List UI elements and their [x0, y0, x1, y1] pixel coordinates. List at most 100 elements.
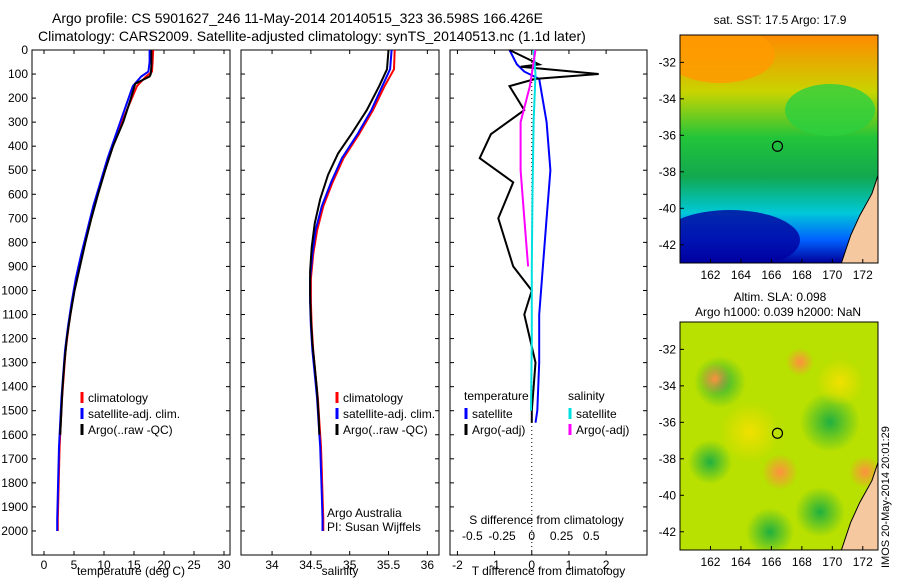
legend-group-title: temperature: [464, 389, 529, 403]
legend-label: satellite: [576, 407, 617, 421]
salinity-diff-tick-label: -0.25: [488, 529, 516, 543]
difference-xtick-label: 1: [566, 558, 573, 572]
salinity-diff-tick-label: 0.25: [550, 529, 574, 543]
depth-tick-label: 1600: [1, 428, 28, 442]
depth-tick-label: 1300: [1, 356, 28, 370]
depth-tick-label: 1000: [1, 283, 28, 297]
map-ytick-label: -38: [659, 165, 677, 179]
neutral-anomaly-patch: [816, 358, 864, 406]
depth-tick-label: 800: [8, 235, 28, 249]
depth-tick-label: 1200: [1, 332, 28, 346]
depth-tick-label: 2000: [1, 524, 28, 538]
annotation-pi: PI: Susan Wijffels: [327, 520, 421, 534]
depth-tick-label: 400: [8, 139, 28, 153]
temperature-xtick-label: 15: [127, 558, 141, 572]
difference-xlabel: T difference from climatology: [472, 564, 626, 578]
green-patch: [785, 84, 875, 136]
difference-plot-frame: [449, 49, 648, 556]
map-ytick-label: -42: [659, 525, 677, 539]
legend-label: climatology: [88, 391, 148, 405]
difference-xtick-label: 0: [528, 558, 535, 572]
depth-tick-label: 300: [8, 115, 28, 129]
temperature-xtick-label: 25: [187, 558, 201, 572]
temperature-xlabel: temperature (deg C): [77, 564, 185, 578]
salinity-xtick-label: 34: [265, 558, 279, 572]
sst_map-frame: [679, 34, 879, 264]
positive-anomaly-patch: [849, 456, 878, 488]
depth-tick-label: 1800: [1, 476, 28, 490]
series-line-salinity-argo-adj-: [519, 49, 537, 267]
map-xtick-label: 162: [700, 555, 720, 569]
temperature-xtick-label: 20: [157, 558, 171, 572]
sla-map-title: Altim. SLA: 0.098: [734, 290, 827, 304]
map-ytick-label: -38: [659, 452, 677, 466]
depth-tick-label: 700: [8, 211, 28, 225]
legend-label: Argo(-adj): [576, 423, 629, 437]
salinity-xtick-label: 34.5: [299, 558, 323, 572]
temperature-xtick-label: 10: [97, 558, 111, 572]
map-ytick-label: -40: [659, 488, 677, 502]
salinity-diff-tick-label: 0: [528, 529, 535, 543]
map-xtick-label: 164: [731, 555, 751, 569]
map-xtick-label: 168: [792, 268, 812, 282]
legend-label: satellite-adj. clim.: [88, 407, 180, 421]
depth-tick-label: 1900: [1, 500, 28, 514]
series-line-argo-raw-qc-: [309, 49, 390, 435]
positive-anomaly-patch: [699, 363, 731, 395]
sla-map-subtitle: Argo h1000: 0.039 h2000: NaN: [695, 305, 861, 319]
difference-xtick-label: -1: [489, 558, 500, 572]
legend-label: Argo(-adj): [472, 423, 525, 437]
legend-group-title: salinity: [568, 389, 605, 403]
negative-anomaly-patch: [688, 440, 732, 484]
depth-tick-label: 900: [8, 259, 28, 273]
map-xtick-label: 162: [700, 268, 720, 282]
difference-xtick-label: 2: [603, 558, 610, 572]
map-ytick-label: -36: [659, 415, 677, 429]
depth-tick-label: 1400: [1, 380, 28, 394]
map-xtick-label: 172: [853, 555, 873, 569]
temperature-xtick-label: 5: [71, 558, 78, 572]
land-coastline: [840, 462, 878, 550]
map-xtick-label: 172: [853, 268, 873, 282]
salinity-xtick-label: 35: [343, 558, 357, 572]
series-line-salinity-satellite: [530, 49, 537, 411]
salinity-diff-tick-label: -0.5: [462, 529, 483, 543]
cold-water-patch: [680, 210, 800, 263]
legend-label: climatology: [343, 391, 403, 405]
series-line-temperature-argo-adj-: [478, 49, 599, 423]
map-xtick-label: 170: [822, 268, 842, 282]
depth-tick-label: 600: [8, 187, 28, 201]
neutral-anomaly-patch: [720, 402, 780, 462]
depth-tick-label: 500: [8, 163, 28, 177]
temperature-xtick-label: 0: [41, 558, 48, 572]
legend-label: satellite: [472, 407, 513, 421]
legend-label: satellite-adj. clim.: [343, 407, 435, 421]
map-ytick-label: -32: [659, 342, 677, 356]
map-ytick-label: -40: [659, 201, 677, 215]
salinity-xtick-label: 36: [421, 558, 435, 572]
map-xtick-label: 164: [731, 268, 751, 282]
map-xtick-label: 170: [822, 555, 842, 569]
legend-label: Argo(..raw -QC): [343, 423, 428, 437]
map-xtick-label: 166: [761, 268, 781, 282]
figure-title: Argo profile: CS 5901627_246 11-May-2014…: [52, 10, 543, 26]
map-xtick-label: 166: [761, 555, 781, 569]
depth-tick-label: 100: [8, 67, 28, 81]
map-xtick-label: 168: [792, 555, 812, 569]
depth-tick-label: 1700: [1, 452, 28, 466]
figure-subtitle: Climatology: CARS2009. Satellite-adjuste…: [38, 28, 586, 44]
sla_map-field: [680, 322, 878, 550]
depth-tick-label: 1500: [1, 404, 28, 418]
map-ytick-label: -42: [659, 238, 677, 252]
salinity-xtick-label: 35.5: [377, 558, 401, 572]
salinity-xlabel: salinity: [322, 564, 359, 578]
temperature-plot-frame: [31, 49, 231, 556]
salinity-diff-tick-label: 0.5: [583, 529, 600, 543]
sla_map-frame: [679, 321, 879, 551]
depth-tick-label: 1100: [2, 308, 28, 322]
map-ytick-label: -34: [659, 92, 677, 106]
temperature-xtick-label: 30: [217, 558, 231, 572]
land-coastline: [840, 175, 878, 263]
argo-float-marker: [771, 140, 784, 152]
series-line-temperature-satellite: [508, 49, 552, 423]
